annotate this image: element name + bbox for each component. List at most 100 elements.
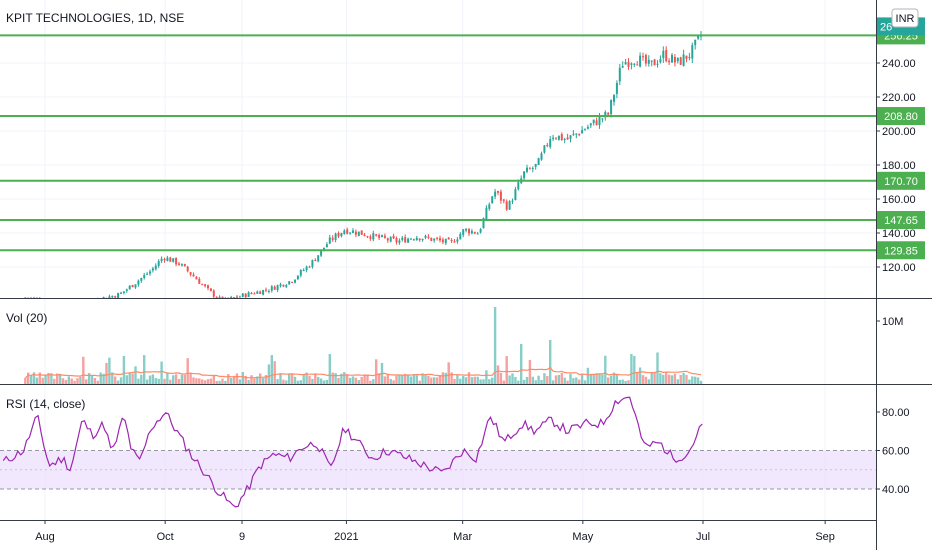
level-label: 170.70 (877, 171, 925, 190)
candle (221, 296, 224, 298)
volume-bar (479, 379, 482, 384)
candle (456, 237, 459, 244)
candle (633, 63, 636, 68)
volume-bar (424, 374, 427, 384)
candle (244, 293, 247, 298)
volume-bar (229, 377, 233, 384)
volume-bar (641, 375, 645, 384)
volume-bar (586, 367, 590, 384)
candle (369, 234, 372, 241)
level-value: 147.65 (884, 215, 918, 227)
candle (494, 188, 497, 200)
candle (285, 283, 288, 289)
candle (151, 266, 154, 273)
price-tick-label: 220.00 (882, 92, 916, 104)
volume-bar (290, 374, 294, 384)
candle (583, 128, 586, 131)
volume-bar (496, 365, 500, 384)
candle (670, 53, 673, 63)
volume-bar (662, 374, 665, 384)
volume-bar (224, 380, 227, 384)
volume-bar (363, 374, 366, 384)
volume-bar (131, 373, 134, 384)
volume-bar (490, 377, 494, 384)
volume-bar (673, 373, 677, 384)
candle (209, 288, 212, 292)
candle (618, 63, 621, 86)
candle (180, 263, 183, 267)
candle (288, 281, 291, 286)
candle (259, 290, 262, 295)
candle (537, 157, 540, 166)
candle (566, 133, 569, 140)
volume-bar (650, 372, 653, 384)
candle (685, 55, 688, 63)
price-tick-label: 160.00 (882, 194, 916, 206)
candle (143, 272, 146, 280)
volume-bar (166, 372, 169, 384)
volume-bar (691, 376, 694, 384)
volume-bar (116, 380, 120, 384)
candle (305, 265, 308, 273)
volume-bar (551, 380, 555, 384)
candle (525, 164, 528, 174)
candle (476, 231, 479, 235)
candle (378, 233, 381, 241)
candle (183, 263, 186, 267)
candle (314, 258, 317, 262)
candle (204, 283, 207, 288)
currency-badge[interactable]: INR (891, 8, 919, 28)
volume-bar (79, 376, 82, 384)
candle (270, 285, 273, 293)
candle (24, 297, 27, 298)
volume-bar (548, 340, 552, 384)
candle (137, 279, 140, 287)
candle (169, 256, 172, 262)
volume-bar (41, 377, 44, 384)
volume-bar (534, 380, 537, 384)
x-tick-label: Aug (35, 531, 55, 543)
volume-bar (180, 374, 184, 384)
candle (589, 123, 592, 128)
volume-bar (87, 373, 91, 384)
volume-bar (267, 364, 271, 384)
candle (595, 117, 598, 126)
candle (554, 136, 557, 140)
volume-bar (241, 372, 244, 384)
candle (694, 39, 697, 50)
candle (436, 236, 439, 241)
x-tick-label: 9 (239, 531, 245, 543)
volume-pane[interactable] (24, 307, 703, 384)
volume-bar (667, 374, 671, 384)
volume-bar (369, 380, 372, 384)
volume-bar (386, 373, 389, 384)
candle (267, 289, 270, 294)
volume-bar (218, 380, 221, 384)
volume-bar (253, 378, 256, 384)
candle (540, 151, 543, 161)
candle (641, 52, 644, 61)
volume-bar (258, 373, 262, 384)
candle (299, 269, 302, 278)
candle (346, 227, 349, 235)
candle (662, 46, 665, 63)
candle (172, 258, 175, 263)
candle (125, 288, 128, 293)
volume-bar (316, 376, 320, 384)
volume-bar (125, 375, 128, 384)
candle (114, 295, 117, 298)
volume-bar (244, 375, 247, 384)
candle (192, 272, 195, 277)
candle (485, 205, 488, 220)
candle (421, 238, 424, 242)
rsi-line (2, 396, 703, 508)
candle (334, 232, 337, 243)
candle (166, 255, 169, 262)
volume-bar (482, 379, 485, 384)
rsi-pane[interactable] (0, 396, 876, 508)
candle (36, 296, 38, 298)
volume-bar (35, 377, 39, 384)
